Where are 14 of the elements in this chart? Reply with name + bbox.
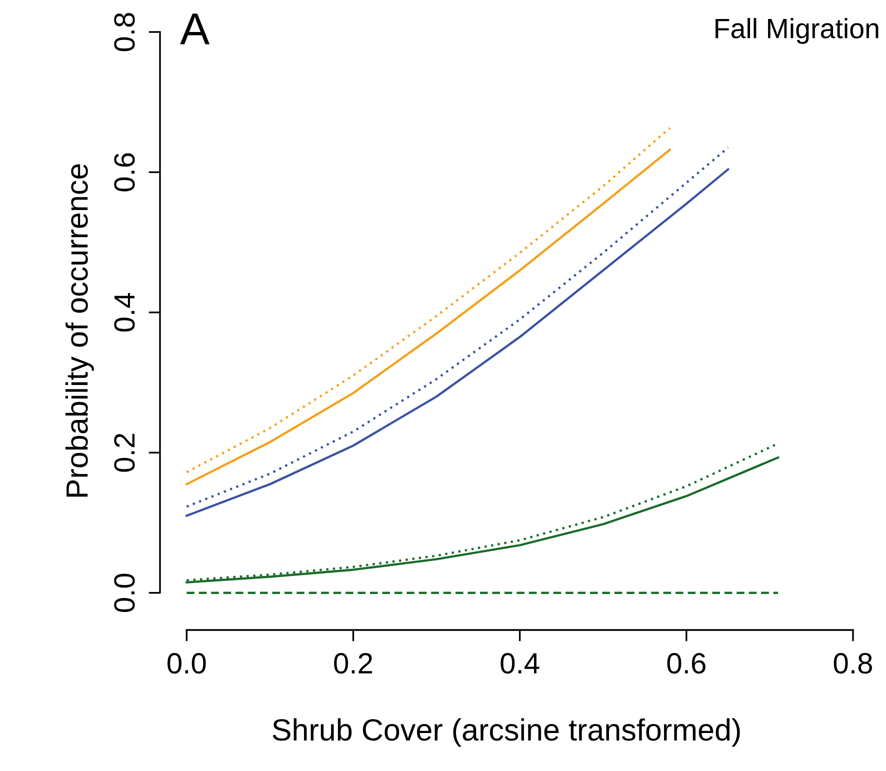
y-tick-label: 0.8: [114, 12, 135, 52]
y-tick-label: 0.0: [114, 574, 135, 612]
y-tick-label: 0.2: [114, 434, 135, 472]
x-axis-title: Shrub Cover (arcsine transformed): [272, 718, 740, 747]
annotation: A: [180, 14, 210, 44]
y-tick-label: 0.4: [114, 293, 135, 332]
x-tick-label: 0.8: [834, 652, 872, 674]
y-axis-title: Probability of occurrence: [65, 164, 94, 497]
y-tick-label: 0.6: [114, 153, 135, 192]
annotation: Fall Migration: [716, 18, 878, 44]
x-tick-label: 0.0: [168, 652, 206, 674]
x-tick-label: 0.6: [667, 652, 706, 674]
x-tick-label: 0.2: [334, 652, 372, 674]
x-tick-label: 0.4: [500, 652, 540, 674]
